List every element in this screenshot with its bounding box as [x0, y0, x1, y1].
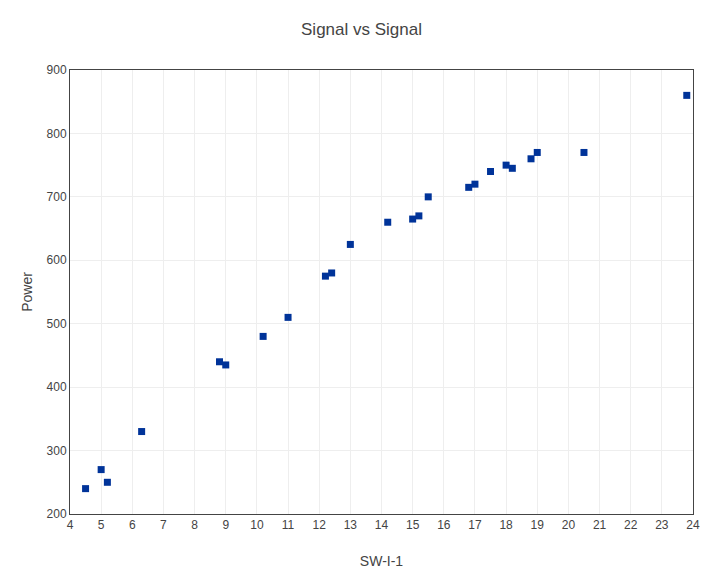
svg-text:16: 16	[437, 518, 451, 532]
svg-text:Power: Power	[19, 272, 35, 312]
svg-text:6: 6	[129, 518, 136, 532]
svg-text:13: 13	[344, 518, 358, 532]
svg-text:21: 21	[593, 518, 607, 532]
svg-text:700: 700	[47, 190, 67, 204]
svg-text:24: 24	[686, 518, 700, 532]
svg-text:500: 500	[47, 317, 67, 331]
svg-text:200: 200	[47, 507, 67, 521]
svg-text:14: 14	[375, 518, 389, 532]
svg-text:4: 4	[67, 518, 74, 532]
svg-text:SW-I-1: SW-I-1	[360, 553, 404, 569]
svg-text:20: 20	[562, 518, 576, 532]
svg-text:19: 19	[531, 518, 545, 532]
svg-text:Signal vs Signal: Signal vs Signal	[301, 20, 422, 39]
svg-text:17: 17	[468, 518, 482, 532]
svg-text:900: 900	[47, 63, 67, 77]
svg-text:22: 22	[624, 518, 638, 532]
svg-text:7: 7	[160, 518, 167, 532]
svg-text:5: 5	[98, 518, 105, 532]
svg-text:800: 800	[47, 127, 67, 141]
svg-text:15: 15	[406, 518, 420, 532]
svg-text:8: 8	[191, 518, 198, 532]
svg-text:23: 23	[655, 518, 669, 532]
svg-text:12: 12	[313, 518, 327, 532]
svg-text:11: 11	[282, 518, 295, 532]
svg-text:10: 10	[250, 518, 264, 532]
svg-text:600: 600	[47, 253, 67, 267]
svg-text:400: 400	[47, 380, 67, 394]
svg-text:300: 300	[47, 444, 67, 458]
svg-text:18: 18	[499, 518, 513, 532]
svg-text:9: 9	[222, 518, 229, 532]
